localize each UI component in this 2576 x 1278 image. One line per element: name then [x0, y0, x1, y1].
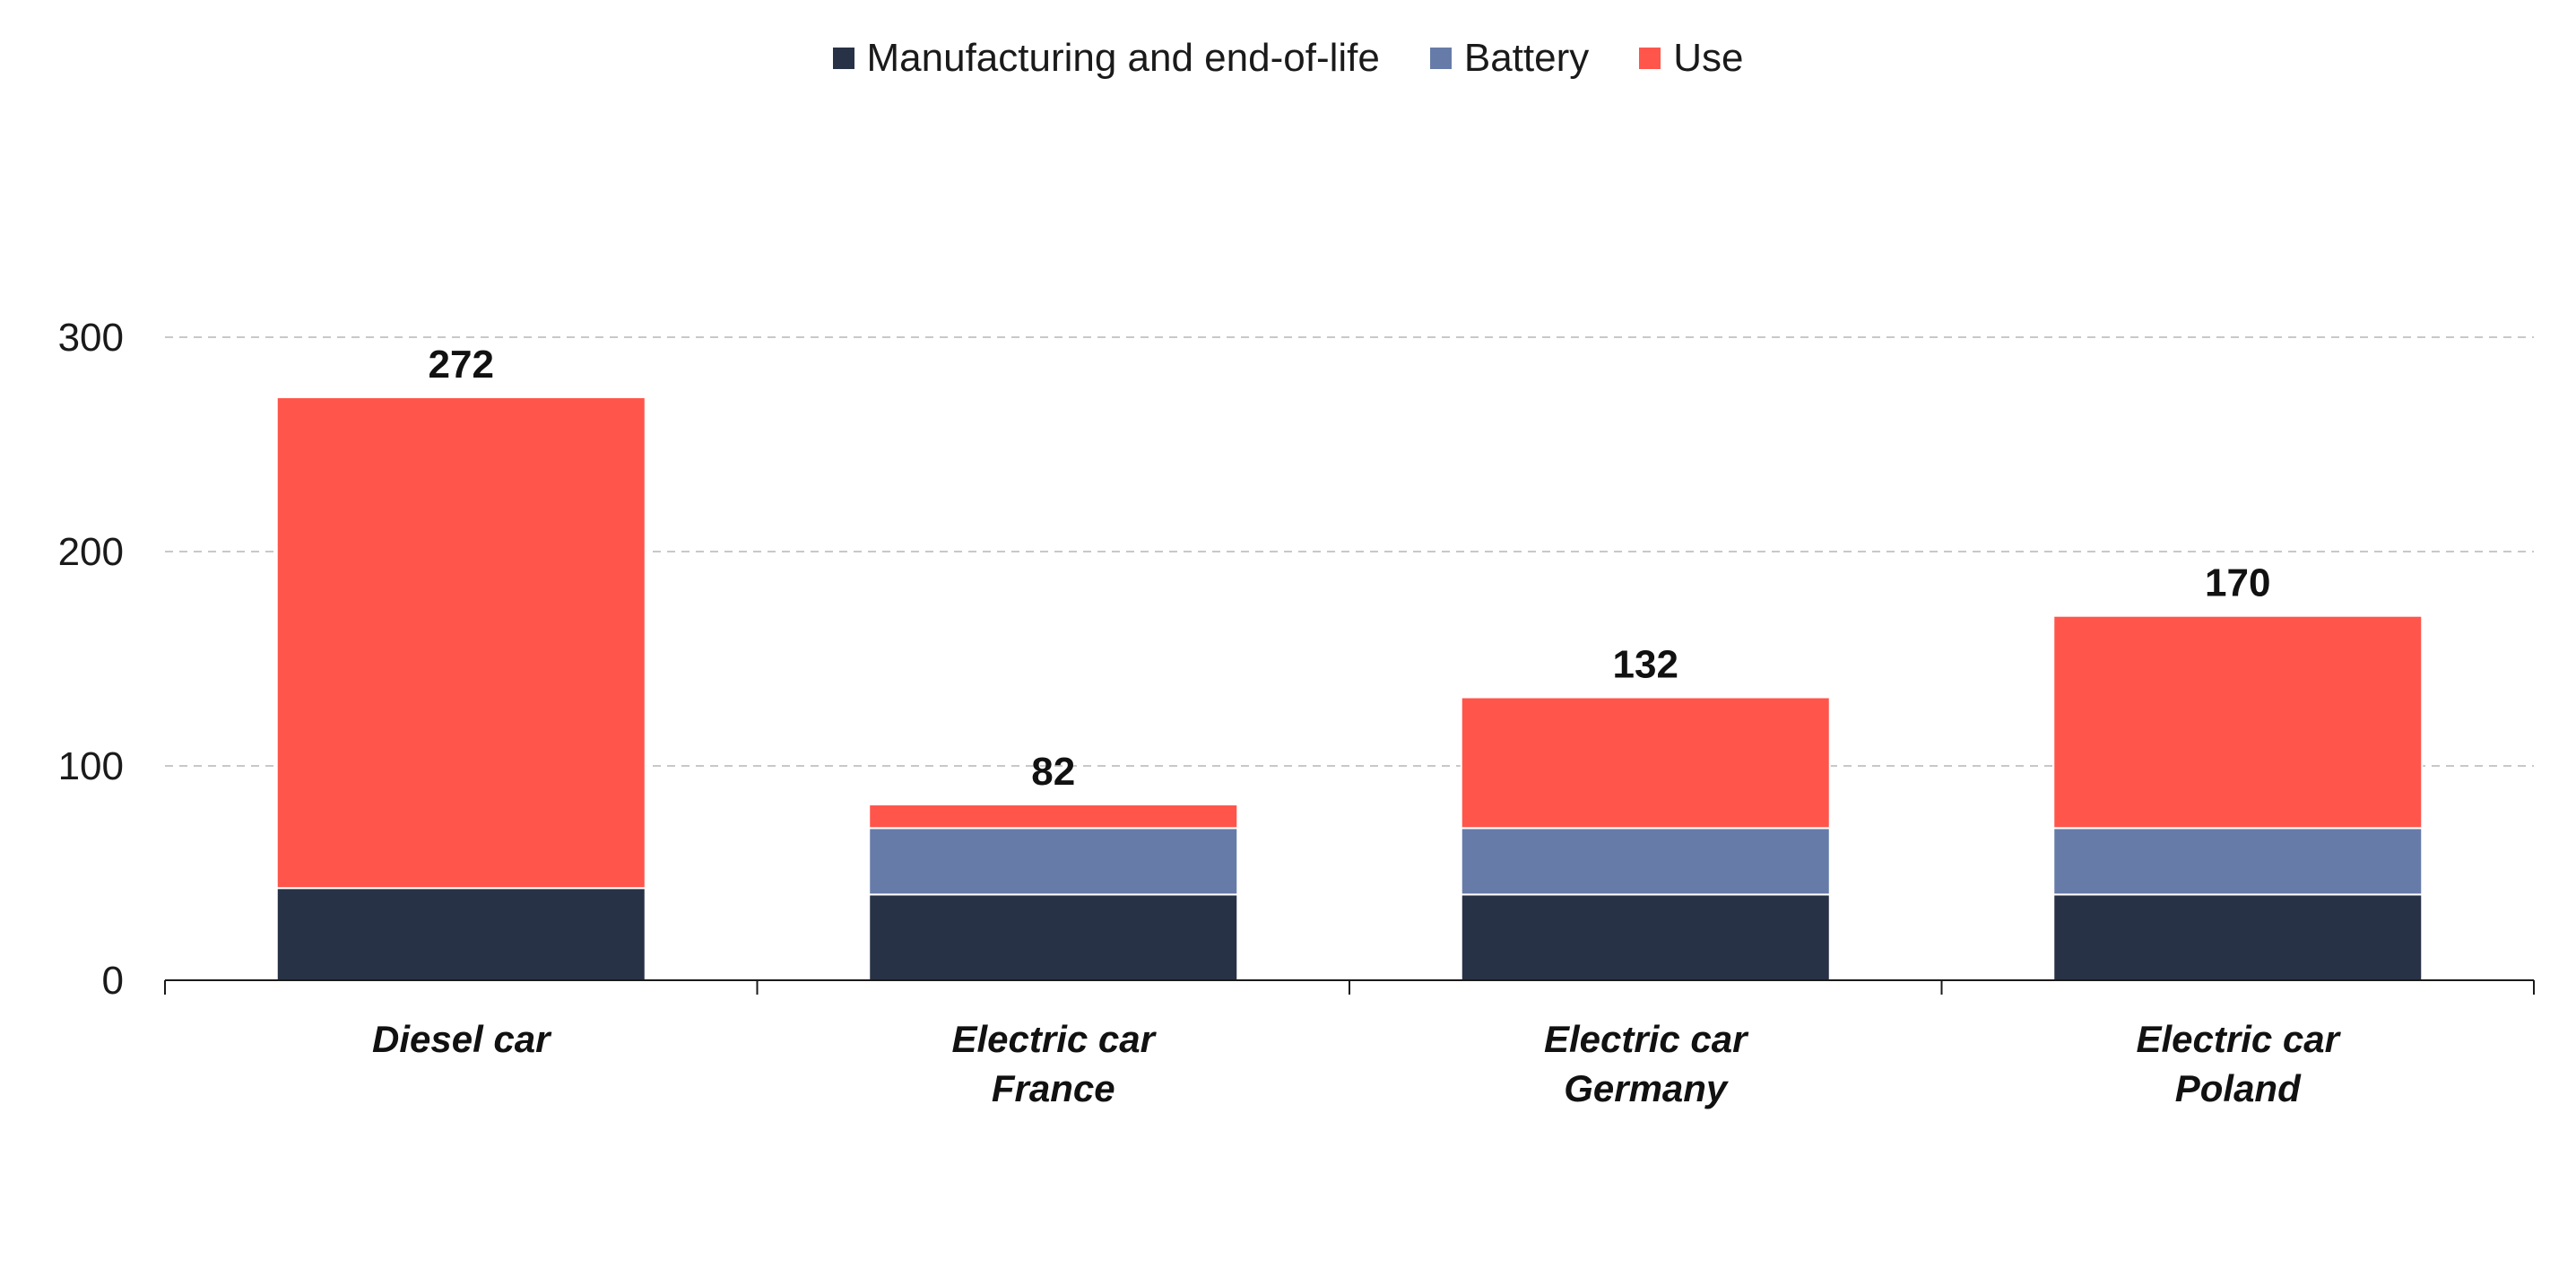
data-label-total: 170: [2205, 561, 2270, 605]
legend-label-battery: Battery: [1463, 36, 1590, 80]
legend-swatch-battery: [1429, 48, 1452, 69]
bar-segment: [275, 396, 646, 890]
legend-swatch-use: [1639, 48, 1661, 69]
bar-segment: [1460, 696, 1831, 830]
x-tick-label-line: Electric car: [952, 1018, 1158, 1060]
y-tick-label: 100: [58, 744, 124, 788]
legend-item-use: Use: [1639, 36, 1743, 81]
data-label-total: 82: [1031, 750, 1075, 794]
x-tick-label: Electric car Poland: [2137, 1018, 2342, 1109]
legend-item-manufacturing: Manufacturing and end-of-life: [832, 36, 1380, 81]
x-tick-label-line: France: [992, 1067, 1115, 1109]
bar-segment: [1460, 827, 1831, 896]
x-tick-label-line: Electric car: [1544, 1018, 1749, 1060]
data-label-total: 132: [1613, 643, 1678, 687]
bar-segment: [868, 893, 1239, 982]
legend-swatch-manufacturing: [832, 48, 854, 69]
legend-label-use: Use: [1673, 36, 1744, 80]
data-label-total: 272: [429, 343, 494, 387]
legend: Manufacturing and end-of-life Battery Us…: [0, 36, 2576, 81]
bar-segment: [2052, 614, 2424, 830]
x-tick-label: Electric car France: [952, 1018, 1158, 1109]
legend-label-manufacturing: Manufacturing and end-of-life: [866, 36, 1380, 80]
x-tick-label-line: Germany: [1564, 1067, 1730, 1109]
x-tick-label-line: Diesel car: [372, 1018, 552, 1060]
x-tick-label-line: Electric car: [2137, 1018, 2342, 1060]
x-tick-label: Electric car Germany: [1544, 1018, 1749, 1109]
bar-segment: [275, 887, 646, 981]
bar-segment: [1460, 893, 1831, 982]
bar-segment: [2052, 827, 2424, 896]
bar-segment: [868, 804, 1239, 830]
y-tick-label: 300: [58, 316, 124, 360]
x-tick-label: Diesel car: [372, 1018, 552, 1060]
y-tick-label: 0: [102, 959, 124, 1003]
bar-segment: [868, 827, 1239, 896]
x-tick-label-line: Poland: [2175, 1067, 2302, 1109]
legend-item-battery: Battery: [1429, 36, 1590, 81]
y-tick-label: 200: [58, 530, 124, 574]
bar-segment: [2052, 893, 2424, 982]
